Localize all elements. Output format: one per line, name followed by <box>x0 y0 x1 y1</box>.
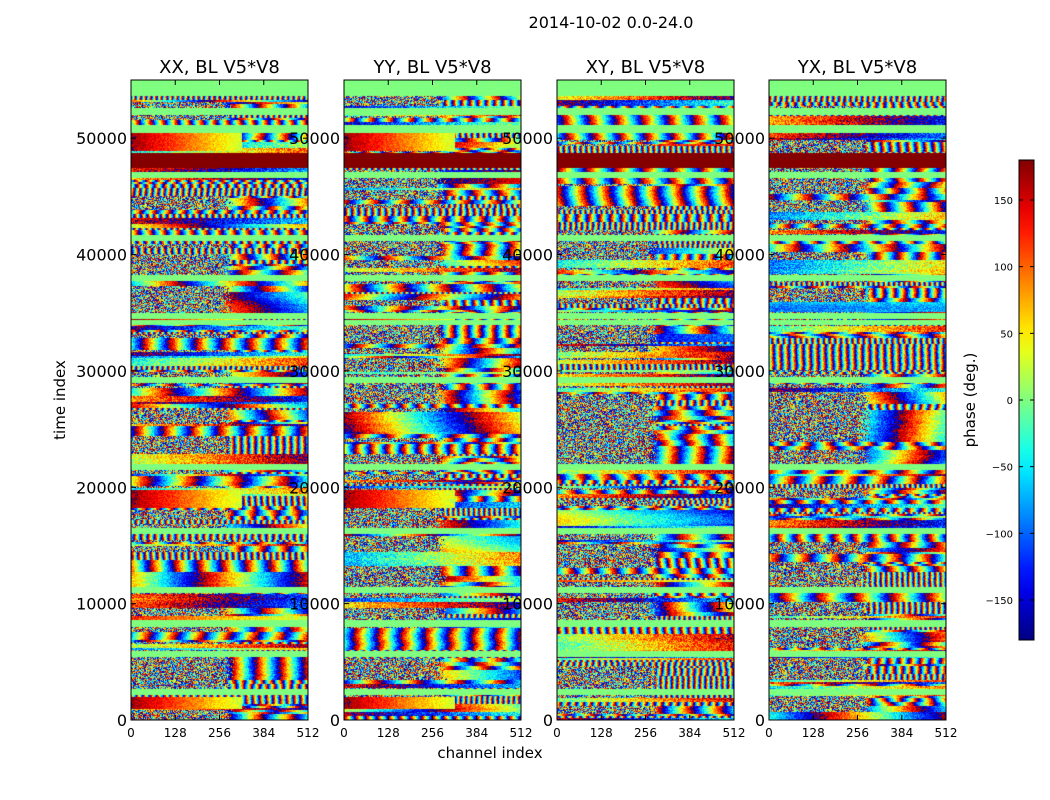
y-tick-label: 10000 <box>76 595 127 614</box>
x-tick-label: 384 <box>252 726 275 740</box>
y-tick-label: 30000 <box>289 362 340 381</box>
x-tick-label: 0 <box>127 726 135 740</box>
x-tick-label: 384 <box>678 726 701 740</box>
x-tick-label: 384 <box>890 726 913 740</box>
colorbar-tick-label: 100 <box>994 263 1013 274</box>
phase-image <box>344 80 521 720</box>
x-tick-label: 512 <box>935 726 958 740</box>
y-axis-label: time index <box>51 360 69 440</box>
y-tick-label: 0 <box>755 711 765 730</box>
colorbar-tick-label: 50 <box>1000 329 1013 340</box>
x-tick-label: 128 <box>164 726 187 740</box>
figure-title: 2014-10-02 0.0-24.0 <box>529 13 694 32</box>
colorbar: −150 −100 −50 0 50 100 150 <box>986 159 1035 641</box>
y-tick-label: 0 <box>543 711 553 730</box>
panel-title: XX, BL V5*V8 <box>159 57 280 78</box>
x-tick-label: 0 <box>553 726 561 740</box>
y-tick-label: 20000 <box>714 478 765 497</box>
phase-image <box>131 80 308 720</box>
y-tick-label: 50000 <box>502 129 553 148</box>
y-tick-label: 40000 <box>502 246 553 265</box>
colorbar-tick-label: 150 <box>994 196 1013 207</box>
y-tick-label: 10000 <box>502 595 553 614</box>
colorbar-tick-label: −50 <box>992 463 1013 474</box>
x-tick-label: 256 <box>634 726 657 740</box>
phase-image <box>769 80 946 720</box>
y-tick-label: 10000 <box>714 595 765 614</box>
y-tick-label: 20000 <box>76 478 127 497</box>
panel-title: XY, BL V5*V8 <box>586 57 705 78</box>
y-tick-label: 40000 <box>289 246 340 265</box>
colorbar-label: phase (deg.) <box>961 353 979 448</box>
y-tick-label: 30000 <box>502 362 553 381</box>
x-tick-label: 384 <box>465 726 488 740</box>
x-tick-label: 512 <box>297 726 320 740</box>
y-tick-label: 10000 <box>289 595 340 614</box>
x-tick-label: 0 <box>340 726 348 740</box>
x-tick-label: 256 <box>208 726 231 740</box>
y-tick-label: 40000 <box>76 246 127 265</box>
y-tick-label: 50000 <box>714 129 765 148</box>
phase-image <box>557 80 734 720</box>
x-tick-label: 256 <box>846 726 869 740</box>
colorbar-tick-label: −150 <box>986 596 1013 607</box>
y-tick-label: 20000 <box>289 478 340 497</box>
y-tick-label: 20000 <box>502 478 553 497</box>
panels: XX, BL V5*V8 0 128 256 384 512 0 10000 20000 3000… <box>76 57 957 740</box>
x-tick-label: 0 <box>765 726 773 740</box>
x-tick-label: 256 <box>421 726 444 740</box>
panel-2: XY, BL V5*V8 0 128 256 384 512 0 10000 20000 3000… <box>502 57 745 740</box>
panel-3: YX, BL V5*V8 0 128 256 384 512 0 10000 20000 3000… <box>714 57 957 740</box>
y-tick-label: 50000 <box>289 129 340 148</box>
x-tick-label: 512 <box>510 726 533 740</box>
x-tick-label: 512 <box>723 726 746 740</box>
panel-1: YY, BL V5*V8 0 128 256 384 512 0 10000 20000 3000… <box>289 57 532 740</box>
panel-title: YY, BL V5*V8 <box>372 57 491 78</box>
y-tick-label: 40000 <box>714 246 765 265</box>
y-tick-label: 30000 <box>76 362 127 381</box>
y-tick-label: 0 <box>117 711 127 730</box>
y-tick-label: 50000 <box>76 129 127 148</box>
colorbar-tick-label: −100 <box>986 529 1013 540</box>
panel-title: YX, BL V5*V8 <box>797 57 917 78</box>
y-tick-label: 0 <box>330 711 340 730</box>
x-tick-label: 128 <box>377 726 400 740</box>
x-tick-label: 128 <box>590 726 613 740</box>
x-tick-label: 128 <box>802 726 825 740</box>
colorbar-tick-label: 0 <box>1007 396 1013 407</box>
x-axis-label: channel index <box>437 744 542 762</box>
panel-0: XX, BL V5*V8 0 128 256 384 512 0 10000 20000 3000… <box>76 57 319 740</box>
y-tick-label: 30000 <box>714 362 765 381</box>
